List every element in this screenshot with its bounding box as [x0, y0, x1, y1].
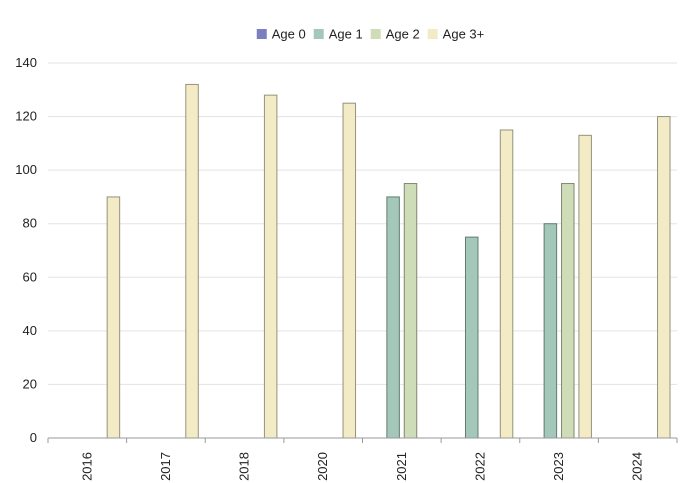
y-tick-label: 140	[15, 55, 37, 70]
y-tick-label: 20	[23, 376, 37, 391]
x-tick-label: 2022	[472, 452, 487, 481]
x-tick-label: 2020	[315, 452, 330, 481]
legend-label: Age 0	[272, 27, 306, 42]
x-tick-label: 2016	[79, 452, 94, 481]
bar	[403, 183, 418, 439]
legend-label: Age 1	[329, 27, 363, 42]
x-tick-label: 2023	[551, 452, 566, 481]
bar	[499, 129, 514, 439]
bar	[578, 134, 592, 439]
bar	[342, 102, 357, 439]
bar	[185, 83, 199, 439]
grid-lines	[48, 62, 677, 385]
bars	[106, 83, 671, 439]
bar	[561, 183, 575, 439]
axes: 0 20 40 60 80 100 120 140 2016 2017 2018 2020 2021 20…	[15, 55, 678, 481]
bar	[106, 196, 121, 439]
bar	[543, 223, 558, 439]
legend-swatch	[427, 29, 438, 39]
x-tick-label: 2018	[237, 452, 252, 481]
legend: Age 0 Age 1 Age 2 Age 3+	[256, 27, 485, 42]
y-tick-label: 60	[23, 269, 37, 284]
y-tick-label: 0	[30, 430, 37, 445]
x-tick-label: 2024	[630, 452, 645, 481]
bar	[464, 236, 479, 439]
bar	[263, 94, 278, 439]
legend-swatch	[313, 29, 324, 39]
legend-swatch	[370, 29, 381, 39]
bar	[386, 196, 400, 439]
x-tick-label: 2017	[158, 452, 173, 481]
legend-label: Age 2	[386, 27, 420, 42]
x-tick-label: 2021	[394, 452, 409, 481]
y-tick-label: 40	[23, 323, 37, 338]
y-tick-label: 120	[15, 109, 37, 124]
legend-swatch	[256, 29, 267, 39]
y-tick-label: 100	[15, 162, 37, 177]
legend-label: Age 3+	[443, 27, 485, 42]
bar	[657, 116, 671, 439]
y-tick-label: 80	[23, 216, 37, 231]
